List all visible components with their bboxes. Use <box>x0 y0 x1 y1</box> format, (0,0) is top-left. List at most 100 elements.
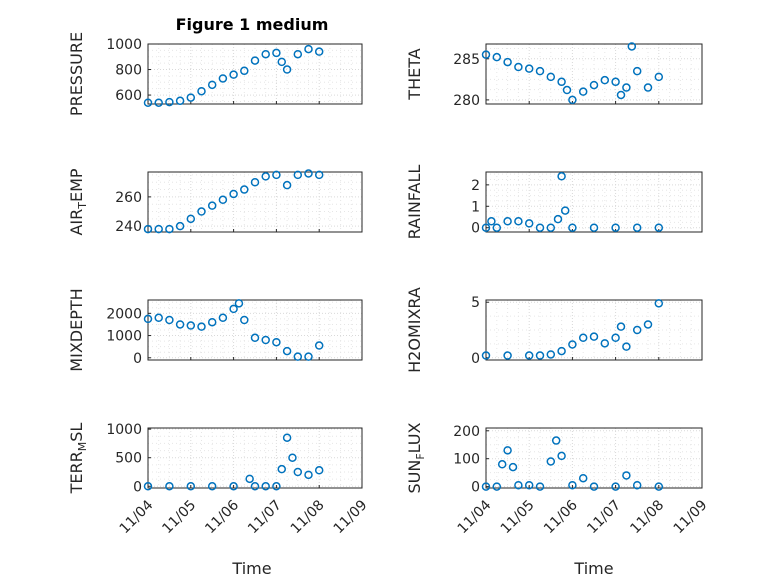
x-tick-label: 11/05 <box>159 497 199 537</box>
data-point <box>293 170 303 180</box>
data-point <box>154 313 163 323</box>
y-axis-label-rest: EMP <box>67 168 86 202</box>
y-axis-label: SUNFLUX <box>405 422 427 493</box>
data-point <box>589 223 599 232</box>
y-axis-label: AIRTEMP <box>67 168 89 235</box>
panel-air_temp: 240 260 AIRTEMP <box>67 168 363 236</box>
data-point <box>197 207 206 216</box>
y-axis-label-rest: LUX <box>405 422 424 453</box>
x-tick-label: 11/04 <box>117 497 157 537</box>
data-point <box>207 201 217 210</box>
data-point <box>261 482 270 491</box>
y-axis-label: THETA <box>405 48 424 100</box>
data-point <box>245 474 254 484</box>
data-point <box>186 482 196 491</box>
data-point <box>622 471 631 480</box>
data-point <box>611 223 620 232</box>
data-point <box>654 223 664 232</box>
data-point <box>632 480 642 490</box>
data-point <box>589 332 599 341</box>
data-point <box>578 473 588 483</box>
data-point <box>492 223 502 232</box>
y-tick-label: 1000 <box>106 422 142 438</box>
data-point <box>293 467 303 477</box>
data-point <box>589 80 599 90</box>
x-tick-label: 11/07 <box>245 497 285 537</box>
data-point <box>272 482 281 491</box>
data-point <box>632 66 642 76</box>
y-tick-label: 280 <box>453 93 480 109</box>
data-point <box>272 170 281 180</box>
data-point <box>143 482 153 491</box>
x-tick-label: 11/09 <box>671 497 711 537</box>
data-point <box>508 462 518 472</box>
y-tick-label: 800 <box>115 63 142 79</box>
y-axis-label-subscript: F <box>414 453 427 459</box>
y-axis-label-rest: SL <box>67 423 86 442</box>
data-point <box>272 337 281 347</box>
data-point <box>186 321 196 330</box>
data-point <box>261 335 270 345</box>
data-point <box>514 62 523 72</box>
data-point <box>568 480 577 490</box>
axes-box <box>485 171 703 233</box>
data-point <box>600 75 610 85</box>
data-point <box>514 217 523 226</box>
data-point <box>229 189 238 199</box>
y-tick-label: 0 <box>133 479 142 495</box>
data-point <box>186 93 196 102</box>
plot-area <box>148 172 362 232</box>
data-point <box>492 482 502 491</box>
data-point <box>197 86 206 96</box>
data-point <box>560 206 570 215</box>
data-point <box>632 325 642 335</box>
data-point <box>143 224 153 234</box>
data-point <box>207 317 217 327</box>
data-point <box>524 64 534 73</box>
data-point <box>481 351 491 360</box>
data-point <box>250 56 260 65</box>
data-point <box>589 482 599 491</box>
y-tick-label: 0 <box>471 221 480 237</box>
data-point <box>229 70 238 79</box>
plot-area <box>486 44 702 104</box>
panel-pressure: 600 800 1000 PRESSURE <box>67 32 363 116</box>
data-point <box>250 177 260 187</box>
data-point <box>497 460 507 469</box>
y-axis-label: H2OMIXRA <box>405 287 424 373</box>
data-point <box>600 339 610 348</box>
data-point <box>578 87 588 96</box>
data-point <box>272 48 281 58</box>
panel-sun_flux: 0 100 200 11/04 11/05 11/06 11/07 11/08 11/09 SUN… <box>405 422 710 537</box>
data-point <box>154 98 163 107</box>
data-point <box>546 350 556 359</box>
data-point <box>553 214 563 224</box>
data-point <box>165 224 174 234</box>
y-tick-label: 260 <box>115 190 142 206</box>
data-point <box>143 98 153 107</box>
data-point <box>240 185 249 194</box>
data-point <box>304 44 313 54</box>
data-point <box>240 66 249 76</box>
data-point <box>524 219 534 228</box>
data-point <box>304 169 313 178</box>
data-point <box>293 49 303 59</box>
data-point <box>481 50 491 59</box>
data-point <box>261 49 270 59</box>
data-point <box>304 470 313 480</box>
data-point <box>503 57 512 67</box>
data-point <box>535 223 545 232</box>
panel-theta: 280 285 THETA <box>405 42 703 109</box>
data-point <box>611 482 620 491</box>
data-point <box>314 341 324 350</box>
data-point <box>524 480 534 490</box>
y-tick-label: 5 <box>471 295 480 311</box>
data-point <box>557 346 566 356</box>
x-tick-label: 11/09 <box>331 497 371 537</box>
x-tick-label: 11/08 <box>627 497 667 537</box>
data-point <box>304 352 313 361</box>
data-point <box>175 221 185 231</box>
y-axis-label-subscript: T <box>76 202 89 210</box>
